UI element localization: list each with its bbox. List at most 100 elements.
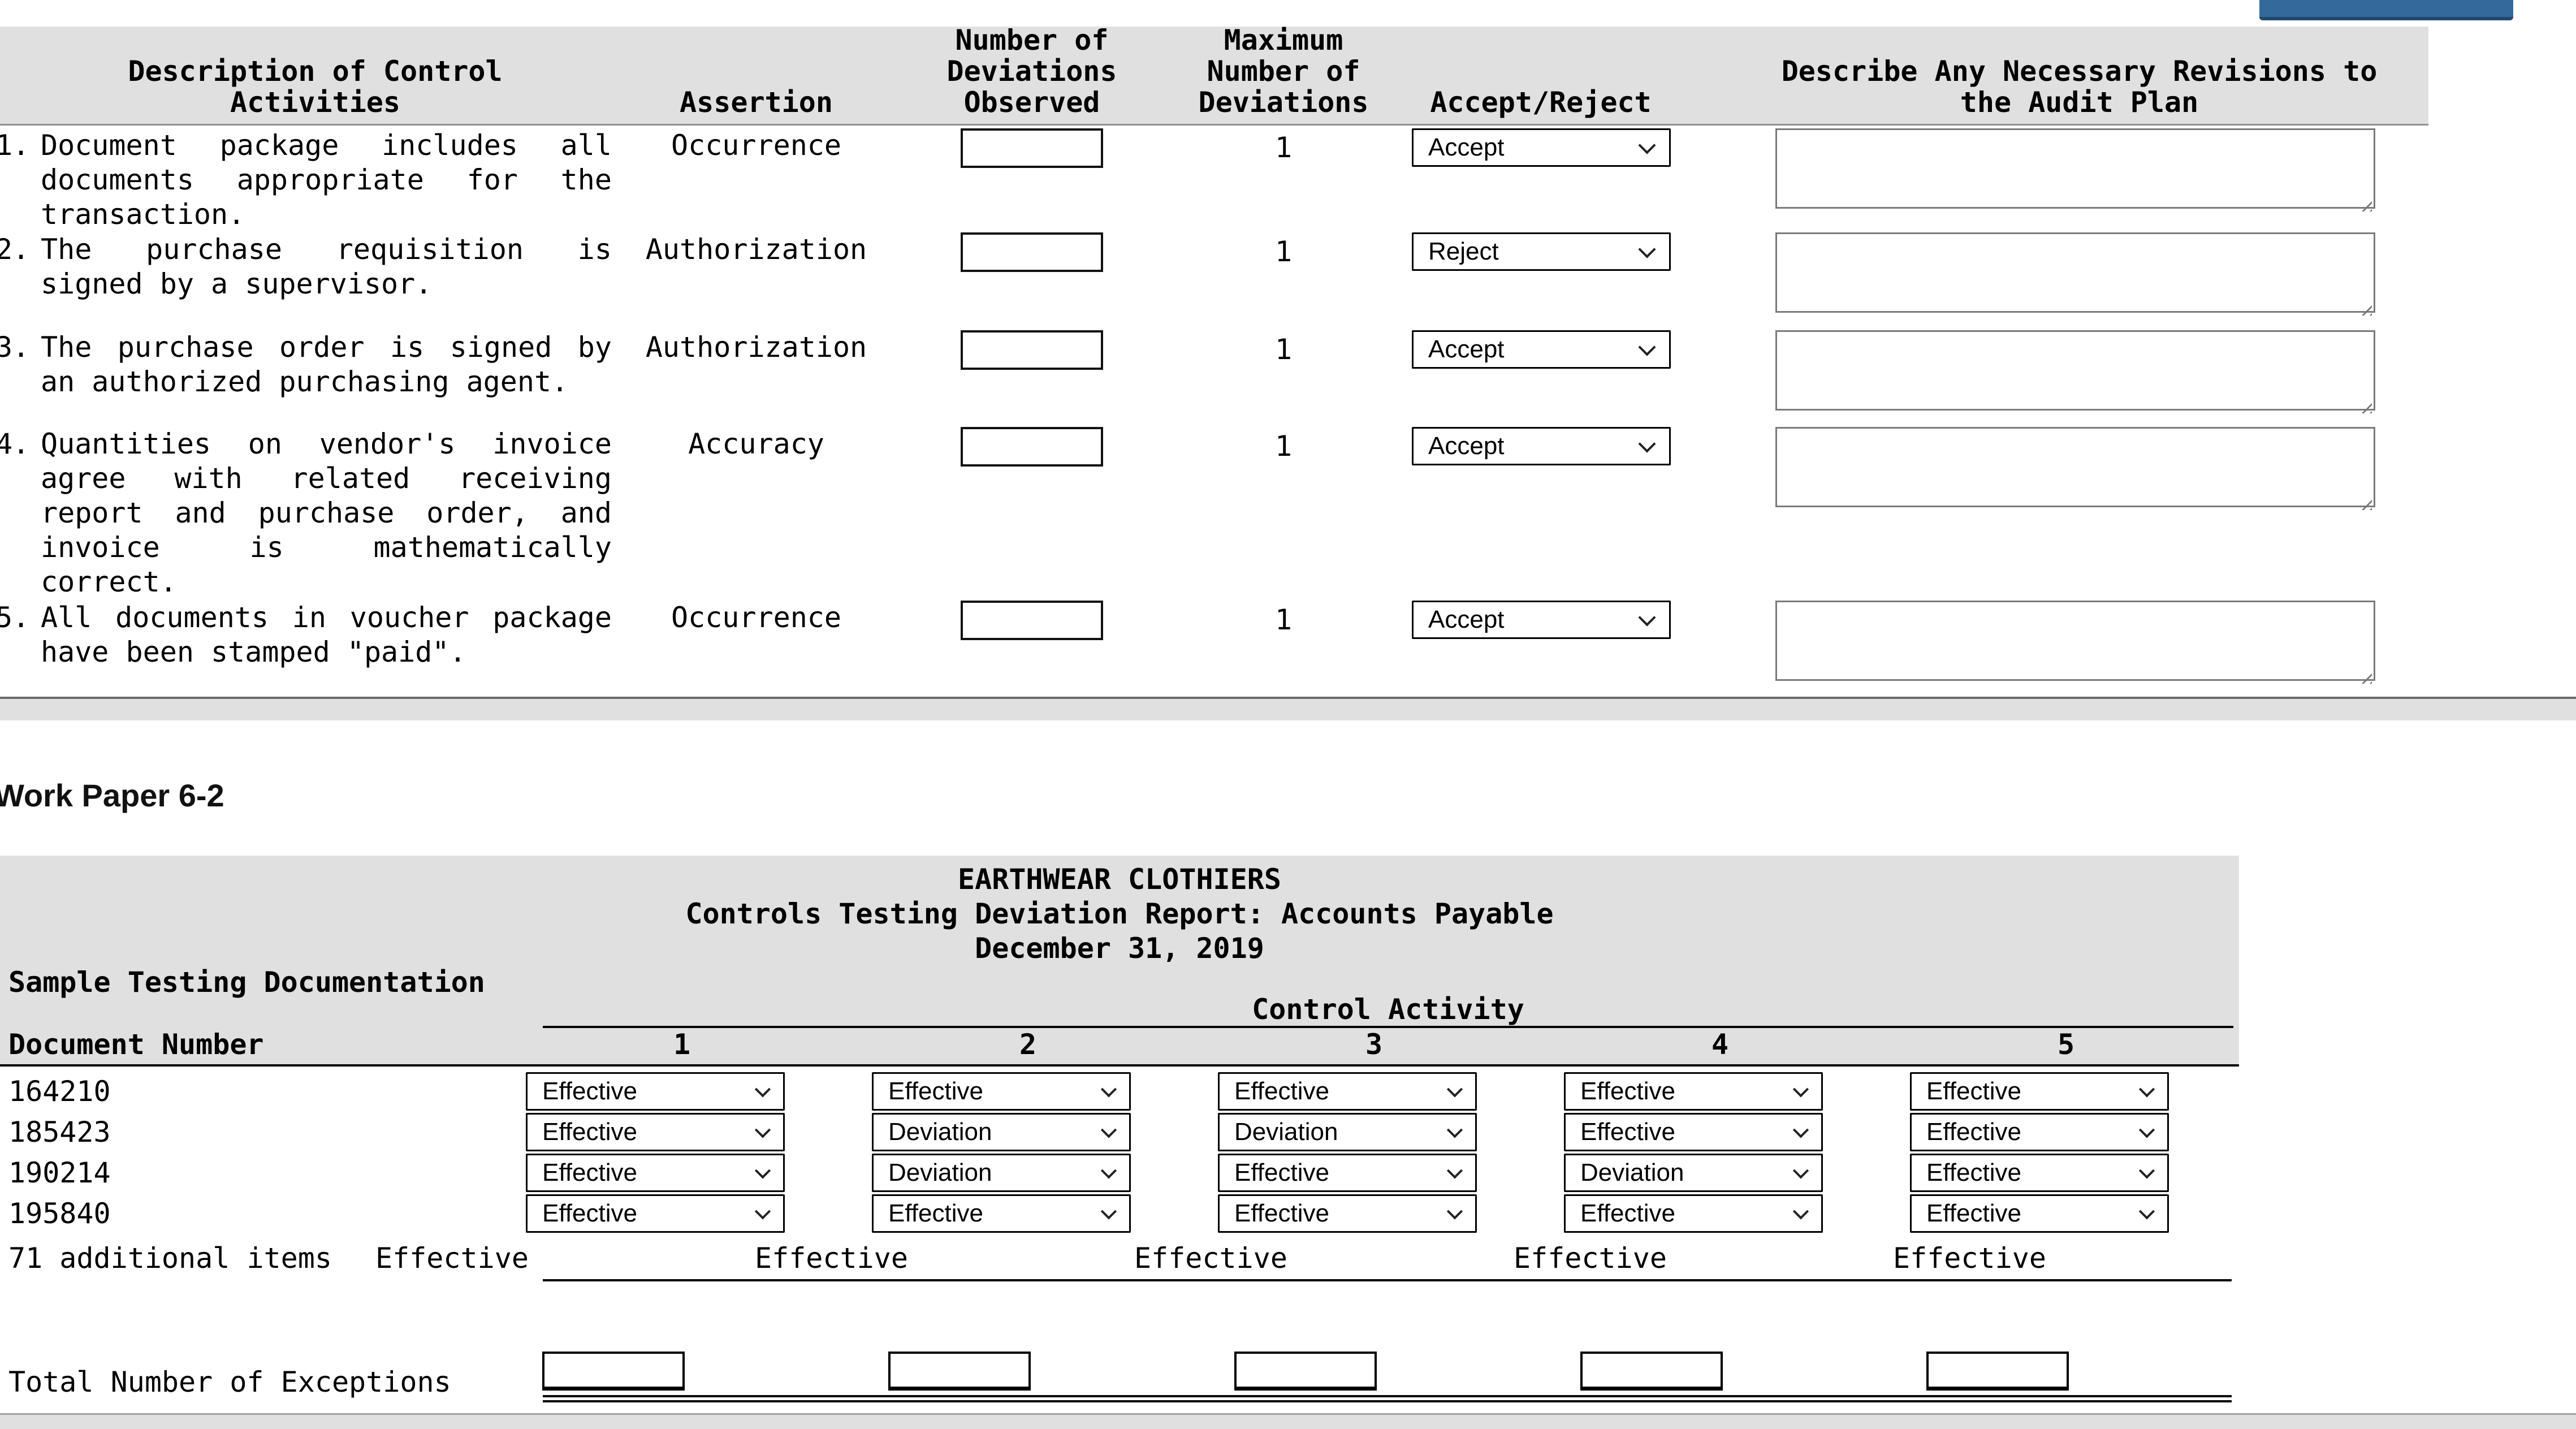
- result-select-2-4[interactable]: Effective: [1564, 1113, 1823, 1151]
- selected-option: Deviation: [888, 1159, 992, 1186]
- report-title: EARTHWEAR CLOTHIERS Controls Testing Dev…: [0, 862, 2239, 966]
- header-line: Number of: [1207, 55, 1360, 88]
- selected-option: Effective: [1580, 1199, 1675, 1227]
- selected-option: Accept: [1428, 432, 1505, 460]
- selected-option: Effective: [1926, 1118, 2021, 1146]
- header-line: Activities: [230, 86, 401, 119]
- observed-input-2[interactable]: [961, 232, 1103, 272]
- accept-reject-select-3[interactable]: Accept: [1412, 330, 1671, 369]
- result-select-3-4[interactable]: Deviation: [1564, 1154, 1823, 1192]
- result-select-2-5[interactable]: Effective: [1910, 1113, 2169, 1151]
- table-row: 2. The purchase requisition is signed by…: [0, 232, 2428, 321]
- maximum-deviations-value: 1: [1274, 235, 1293, 268]
- accept-reject-select-5[interactable]: Accept: [1412, 601, 1671, 639]
- result-select-3-2[interactable]: Deviation: [872, 1154, 1131, 1192]
- observed-input-4[interactable]: [961, 427, 1103, 467]
- column-header-3: 3: [1365, 1028, 1383, 1061]
- deviation-report-table: EARTHWEAR CLOTHIERS Controls Testing Dev…: [0, 856, 2239, 1402]
- report-date: December 31, 2019: [975, 932, 1264, 965]
- company-name: EARTHWEAR CLOTHIERS: [958, 863, 1281, 896]
- report-name: Controls Testing Deviation Report: Accou…: [685, 897, 1554, 930]
- total-exceptions-input-5[interactable]: [1926, 1352, 2069, 1391]
- result-select-2-2[interactable]: Deviation: [872, 1113, 1131, 1151]
- control-activity-text: Document package includes all documents …: [41, 129, 612, 231]
- result-select-1-3[interactable]: Effective: [1218, 1072, 1477, 1111]
- resize-grip-icon: [1775, 427, 2375, 515]
- selected-option: Effective: [1926, 1077, 2021, 1105]
- selected-option: Effective: [1580, 1077, 1675, 1105]
- result-select-4-1[interactable]: Effective: [526, 1194, 785, 1233]
- observed-input-3[interactable]: [961, 330, 1103, 370]
- observed-input-1[interactable]: [961, 128, 1103, 168]
- result-select-1-1[interactable]: Effective: [526, 1072, 785, 1111]
- result-select-4-5[interactable]: Effective: [1910, 1194, 2169, 1233]
- result-select-4-2[interactable]: Effective: [872, 1194, 1131, 1233]
- assertion-value: Accuracy: [688, 428, 824, 460]
- maximum-deviations-value: 1: [1274, 333, 1293, 366]
- control-activity-text: The purchase order is signed by an autho…: [41, 331, 612, 398]
- result-select-3-1[interactable]: Effective: [526, 1154, 785, 1192]
- table-row: 3. The purchase order is signed by an au…: [0, 330, 2428, 418]
- control-activity-text: Quantities on vendor's invoice agree wit…: [41, 428, 612, 598]
- result-select-4-3[interactable]: Effective: [1218, 1194, 1477, 1233]
- row-number: 2.: [0, 233, 30, 266]
- revision-textarea-4[interactable]: [1775, 427, 2375, 507]
- total-exceptions-input-3[interactable]: [1234, 1352, 1377, 1391]
- result-select-1-5[interactable]: Effective: [1910, 1072, 2169, 1111]
- document-number-header: Document Number: [8, 1028, 264, 1061]
- result-select-3-5[interactable]: Effective: [1910, 1154, 2169, 1192]
- revision-textarea-3[interactable]: [1775, 330, 2375, 411]
- selected-option: Effective: [1234, 1159, 1329, 1186]
- row-number: 4.: [0, 428, 30, 460]
- column-header-row: Document Number 1 2 3 4 5: [0, 1028, 2239, 1064]
- revision-textarea-5[interactable]: [1775, 601, 2375, 681]
- selected-option: Effective: [542, 1159, 637, 1186]
- header-assertion: Assertion: [630, 27, 882, 124]
- table-row: 185423 Effective Deviation Deviation Eff…: [0, 1113, 2239, 1151]
- row-number: 1.: [0, 129, 30, 162]
- accept-reject-select-2[interactable]: Reject: [1412, 232, 1671, 271]
- revision-textarea-1[interactable]: [1775, 128, 2375, 209]
- table-row: 195840 Effective Effective Effective Eff…: [0, 1194, 2239, 1233]
- column-header-2: 2: [1019, 1028, 1037, 1061]
- bottom-scroll-strip: [0, 1413, 2576, 1429]
- selected-option: Effective: [888, 1199, 983, 1227]
- total-exceptions-input-2[interactable]: [888, 1352, 1031, 1391]
- selected-option: Deviation: [1580, 1159, 1684, 1186]
- header-revisions: Describe Any Necessary Revisions to the …: [1696, 27, 2428, 124]
- assertion-value: Authorization: [645, 331, 867, 364]
- selected-option: Effective: [542, 1199, 637, 1227]
- table-row: 190214 Effective Deviation Effective Dev…: [0, 1154, 2239, 1192]
- assertion-value: Occurrence: [671, 129, 842, 162]
- selected-option: Reject: [1428, 238, 1499, 265]
- total-exceptions-input-1[interactable]: [542, 1352, 685, 1391]
- totals-row: Total Number of Exceptions: [0, 1352, 2239, 1398]
- selected-option: Effective: [542, 1077, 637, 1105]
- selected-option: Deviation: [1234, 1118, 1338, 1146]
- result-select-2-1[interactable]: Effective: [526, 1113, 785, 1151]
- result-select-2-3[interactable]: Deviation: [1218, 1113, 1477, 1151]
- resize-grip-icon: [1775, 128, 2375, 217]
- accept-reject-select-4[interactable]: Accept: [1412, 427, 1671, 465]
- result-select-1-2[interactable]: Effective: [872, 1072, 1131, 1111]
- result-select-3-3[interactable]: Effective: [1218, 1154, 1477, 1192]
- selected-option: Effective: [1234, 1199, 1329, 1227]
- result-select-4-4[interactable]: Effective: [1564, 1194, 1823, 1233]
- additional-items-row: 71 additional items Effective Effective …: [0, 1242, 2239, 1275]
- controls-table-header-row: Description of Control Activities Assert…: [0, 25, 2428, 126]
- primary-action-button[interactable]: [2259, 0, 2513, 20]
- selected-option: Effective: [888, 1077, 983, 1105]
- accept-reject-select-1[interactable]: Accept: [1412, 128, 1671, 167]
- revision-textarea-2[interactable]: [1775, 232, 2375, 313]
- static-result: Effective: [375, 1242, 529, 1275]
- total-exceptions-input-4[interactable]: [1580, 1352, 1723, 1391]
- header-line: the Audit Plan: [1960, 86, 2199, 119]
- document-number: 164210: [8, 1075, 111, 1108]
- table-row: 4. Quantities on vendor's invoice agree …: [0, 427, 2428, 599]
- static-result: Effective: [1514, 1242, 1667, 1275]
- resize-grip-icon: [1775, 601, 2375, 689]
- observed-input-5[interactable]: [961, 601, 1103, 640]
- selected-option: Effective: [1926, 1199, 2021, 1227]
- result-select-1-4[interactable]: Effective: [1564, 1072, 1823, 1111]
